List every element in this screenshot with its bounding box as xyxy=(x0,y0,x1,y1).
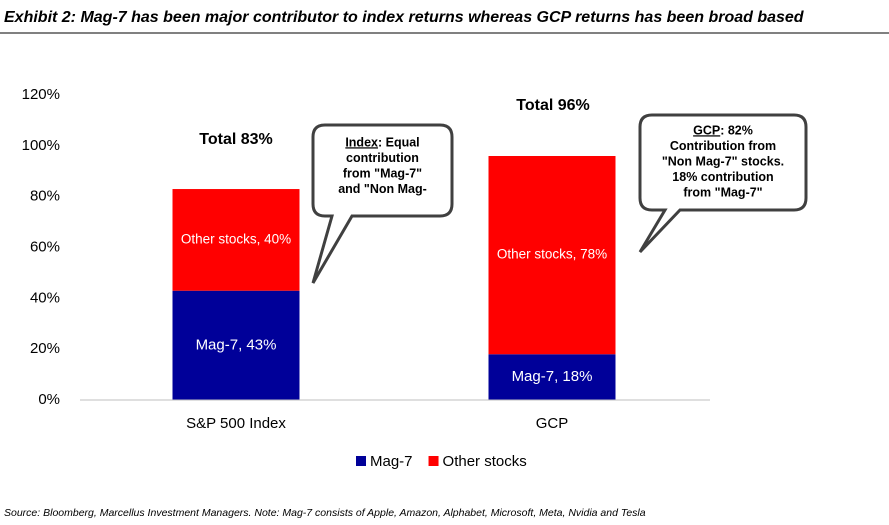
callout-text: from "Mag-7" xyxy=(683,185,762,199)
legend-swatch xyxy=(356,456,366,466)
value-label: Mag-7, 43% xyxy=(196,336,277,353)
total-annotation: Total 83% xyxy=(199,131,273,148)
total-annotation: Total 96% xyxy=(516,97,590,114)
callout-lead: Index xyxy=(345,135,378,149)
legend-swatch xyxy=(428,456,439,466)
callout-text: : Equal xyxy=(378,135,420,149)
legend-label: Mag-7 xyxy=(370,453,413,470)
callout-text: 18% contribution xyxy=(672,170,773,184)
value-label: Mag-7, 18% xyxy=(512,368,593,385)
value-label: Other stocks, 78% xyxy=(497,247,607,262)
source-note: Source: Bloomberg, Marcellus Investment … xyxy=(4,507,646,519)
y-tick-label: 80% xyxy=(30,188,60,205)
y-tick-label: 20% xyxy=(30,340,60,357)
callout-lead: GCP xyxy=(693,123,720,137)
callout-text: from "Mag-7" xyxy=(343,166,422,180)
y-tick-label: 100% xyxy=(22,137,60,154)
callout-text: Contribution from xyxy=(670,139,776,153)
callout-bubble xyxy=(311,123,454,284)
bar-segment xyxy=(488,354,616,400)
callout-text: : 82% xyxy=(720,123,753,137)
callout-text: and "Non Mag- xyxy=(338,182,427,196)
y-tick-label: 120% xyxy=(22,86,60,103)
bar-segment xyxy=(172,290,300,400)
callout-text: contribution xyxy=(346,151,419,165)
callout-bubble xyxy=(638,113,808,254)
bar-segment xyxy=(172,189,300,291)
y-tick-label: 60% xyxy=(30,238,60,255)
legend-label: Other stocks xyxy=(443,453,527,470)
value-label: Other stocks, 40% xyxy=(181,231,291,246)
x-tick-label: GCP xyxy=(536,415,569,432)
callout-text: "Non Mag-7" stocks. xyxy=(662,154,784,168)
x-tick-label: S&P 500 Index xyxy=(186,415,286,432)
y-tick-label: 40% xyxy=(30,289,60,306)
y-tick-label: 0% xyxy=(38,391,60,408)
chart-title: Exhibit 2: Mag-7 has been major contribu… xyxy=(4,9,805,26)
bar-segment xyxy=(488,156,616,355)
